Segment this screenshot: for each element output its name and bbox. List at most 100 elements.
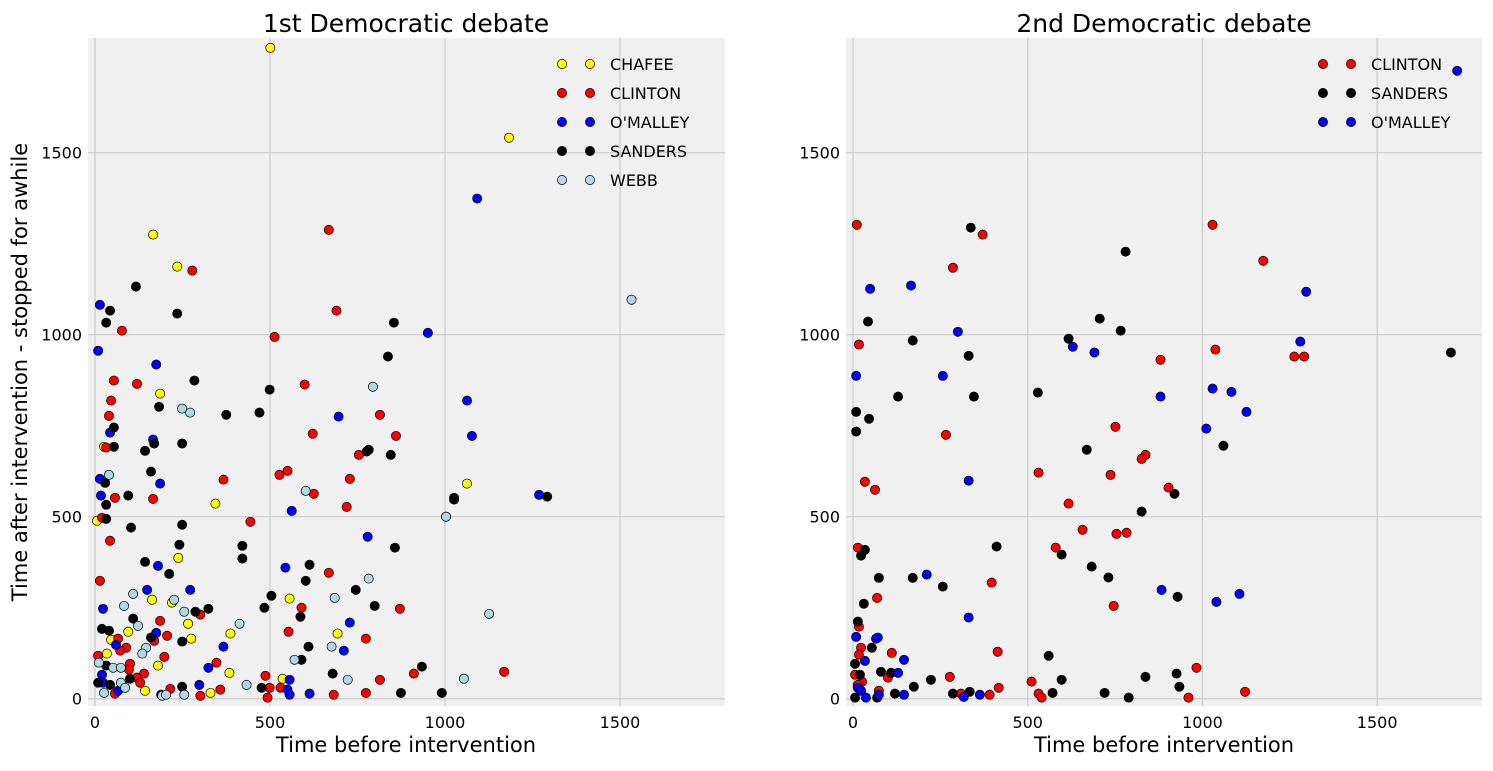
data-point bbox=[108, 441, 119, 452]
data-point bbox=[241, 679, 252, 690]
data-point bbox=[185, 584, 196, 595]
data-point bbox=[1067, 341, 1078, 352]
data-point bbox=[172, 308, 183, 319]
data-point bbox=[177, 438, 188, 449]
legend-label: CLINTON bbox=[610, 84, 681, 103]
data-point bbox=[155, 388, 166, 399]
data-point bbox=[344, 617, 355, 628]
data-point bbox=[865, 283, 876, 294]
data-point bbox=[123, 490, 134, 501]
data-point bbox=[872, 632, 883, 643]
data-point bbox=[850, 692, 861, 703]
data-point bbox=[1289, 351, 1300, 362]
data-point bbox=[472, 193, 483, 204]
legend-label: SANDERS bbox=[610, 142, 687, 161]
data-point bbox=[186, 633, 197, 644]
legend-marker bbox=[1346, 88, 1356, 98]
data-point bbox=[177, 403, 188, 414]
data-point bbox=[963, 475, 974, 486]
data-point bbox=[332, 628, 343, 639]
data-point bbox=[1172, 591, 1183, 602]
data-point bbox=[105, 535, 116, 546]
data-point bbox=[875, 666, 886, 677]
data-point bbox=[851, 370, 862, 381]
data-point bbox=[1043, 650, 1054, 661]
data-point bbox=[1121, 527, 1132, 538]
data-point bbox=[286, 505, 297, 516]
data-point bbox=[304, 559, 315, 570]
legend-label: O'MALLEY bbox=[610, 113, 690, 132]
data-point bbox=[851, 631, 862, 642]
y-axis-label: Time after intervention - stopped for aw… bbox=[8, 143, 32, 602]
data-point bbox=[944, 671, 955, 682]
data-point bbox=[993, 682, 1004, 693]
data-point bbox=[873, 572, 884, 583]
data-point bbox=[626, 294, 637, 305]
data-point bbox=[859, 476, 870, 487]
data-point bbox=[937, 581, 948, 592]
data-point bbox=[101, 317, 112, 328]
data-point bbox=[105, 305, 116, 316]
data-point bbox=[155, 478, 166, 489]
data-point bbox=[195, 690, 206, 701]
data-point bbox=[974, 689, 985, 700]
legend-marker bbox=[557, 59, 567, 69]
data-point bbox=[323, 567, 334, 578]
data-point bbox=[350, 584, 361, 595]
data-point bbox=[866, 642, 877, 653]
data-point bbox=[93, 657, 104, 668]
data-point bbox=[159, 651, 170, 662]
data-point bbox=[1120, 246, 1131, 257]
data-point bbox=[331, 305, 342, 316]
y-tick-label: 1500 bbox=[799, 144, 840, 163]
data-point bbox=[148, 229, 159, 240]
data-point bbox=[391, 430, 401, 441]
data-point bbox=[264, 384, 275, 395]
data-point bbox=[266, 590, 277, 601]
data-point bbox=[328, 689, 339, 700]
data-point bbox=[225, 628, 236, 639]
data-point bbox=[1258, 255, 1269, 266]
data-point bbox=[859, 655, 870, 666]
data-point bbox=[1026, 676, 1037, 687]
x-tick-label: 1000 bbox=[425, 713, 466, 732]
data-point bbox=[194, 679, 205, 690]
data-point bbox=[189, 375, 200, 386]
data-point bbox=[886, 647, 897, 658]
data-point bbox=[504, 132, 514, 143]
data-point bbox=[858, 598, 869, 609]
data-point bbox=[462, 395, 472, 406]
data-point bbox=[128, 613, 139, 624]
data-point bbox=[148, 493, 159, 504]
legend-item: O'MALLEY bbox=[1318, 113, 1451, 132]
data-point bbox=[146, 632, 156, 643]
data-point bbox=[408, 668, 419, 679]
data-point bbox=[851, 426, 862, 437]
data-point bbox=[237, 540, 248, 551]
axes-2nd-debate: 2nd Democratic debate Time before interv… bbox=[799, 9, 1482, 757]
data-point bbox=[99, 687, 110, 698]
data-point bbox=[161, 689, 171, 700]
legend-marker bbox=[1318, 59, 1328, 69]
data-point bbox=[394, 603, 405, 614]
legend-marker bbox=[1318, 117, 1328, 127]
data-point bbox=[299, 379, 310, 390]
data-point bbox=[326, 641, 337, 652]
data-point bbox=[254, 407, 265, 418]
data-point bbox=[100, 477, 111, 488]
data-point bbox=[115, 662, 126, 673]
data-point bbox=[296, 602, 307, 613]
data-point bbox=[1155, 354, 1166, 365]
legend: CHAFEE CLINTON O'MALLEY SANDERS WEBB bbox=[557, 55, 690, 190]
legend-marker bbox=[585, 146, 595, 156]
data-point bbox=[958, 691, 969, 702]
data-point bbox=[1081, 444, 1092, 455]
data-point bbox=[221, 409, 232, 420]
data-point bbox=[1155, 391, 1166, 402]
data-point bbox=[190, 606, 201, 617]
data-point bbox=[130, 281, 141, 292]
data-point bbox=[947, 688, 958, 699]
data-point bbox=[234, 618, 245, 629]
y-tick-label: 0 bbox=[72, 690, 82, 709]
data-point bbox=[93, 345, 104, 356]
